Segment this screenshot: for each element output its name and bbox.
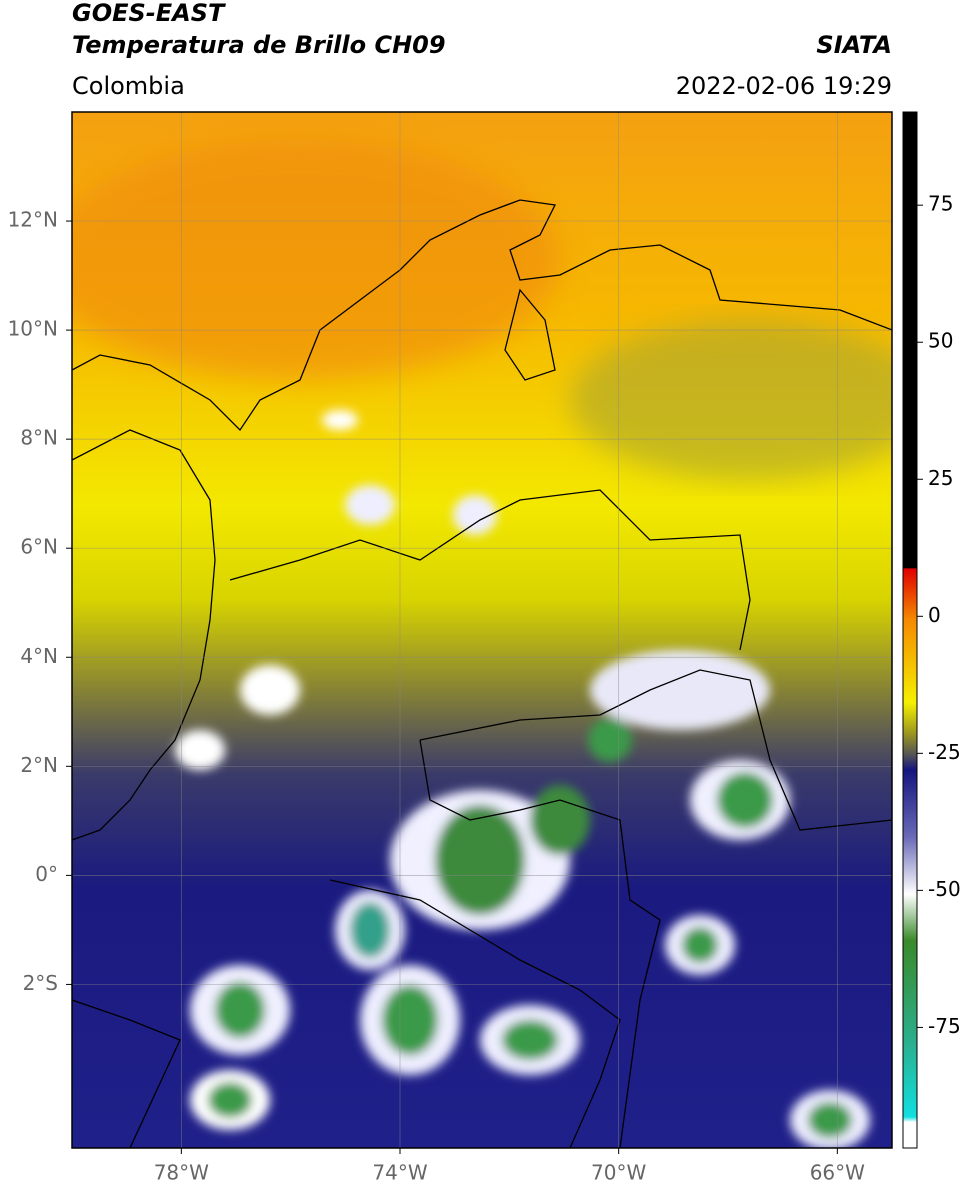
region: Colombia <box>72 72 185 100</box>
colorbar-tick-label: -50 <box>928 877 961 901</box>
graticule <box>72 112 892 1148</box>
y-tick-label: 0° <box>35 862 58 886</box>
colorbar-tick-label: -75 <box>928 1014 961 1038</box>
title: GOES-EAST <box>72 0 226 27</box>
x-tick-label: 70°W <box>591 1161 646 1185</box>
x-tick-label: 66°W <box>810 1161 865 1185</box>
datetime: 2022-02-06 19:29 <box>676 72 892 100</box>
coastlines <box>72 199 892 1148</box>
colorbar-tick-label: 75 <box>928 192 953 216</box>
y-tick-label: 12°N <box>8 208 58 232</box>
y-tick-label: 2°S <box>23 971 58 995</box>
satellite-image <box>72 112 892 1148</box>
subtitle: Temperatura de Brillo CH09 <box>72 31 446 59</box>
colorbar-tick-label: -25 <box>928 740 961 764</box>
colorbar-tick-label: 25 <box>928 466 953 490</box>
y-tick-label: 2°N <box>20 753 58 777</box>
source: SIATA <box>816 31 892 59</box>
x-tick-label: 74°W <box>372 1161 427 1185</box>
colorbar <box>902 111 918 1149</box>
y-tick-label: 10°N <box>8 317 58 341</box>
colorbar-tick-label: 50 <box>928 329 953 353</box>
map-frame <box>71 111 893 1149</box>
y-tick-label: 4°N <box>20 644 58 668</box>
y-tick-label: 6°N <box>20 535 58 559</box>
colorbar-tick-label: 0 <box>928 603 941 627</box>
x-tick-label: 78°W <box>154 1161 209 1185</box>
y-tick-label: 8°N <box>20 426 58 450</box>
